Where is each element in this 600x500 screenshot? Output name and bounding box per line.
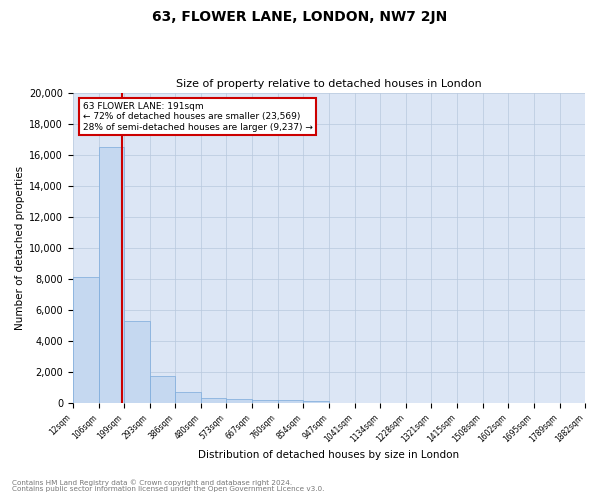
Text: 63 FLOWER LANE: 191sqm
← 72% of detached houses are smaller (23,569)
28% of semi: 63 FLOWER LANE: 191sqm ← 72% of detached… [83, 102, 313, 132]
Bar [278, 400, 304, 403]
Bar [98, 147, 124, 403]
Bar [201, 398, 226, 403]
X-axis label: Distribution of detached houses by size in London: Distribution of detached houses by size … [199, 450, 460, 460]
Text: Contains HM Land Registry data © Crown copyright and database right 2024.
Contai: Contains HM Land Registry data © Crown c… [12, 479, 325, 492]
Text: 63, FLOWER LANE, LONDON, NW7 2JN: 63, FLOWER LANE, LONDON, NW7 2JN [152, 10, 448, 24]
Bar [175, 392, 201, 403]
Bar [304, 401, 329, 403]
Bar [73, 278, 98, 403]
Bar [252, 400, 278, 403]
Bar [226, 400, 252, 403]
Bar [150, 376, 175, 403]
Bar [124, 321, 150, 403]
Y-axis label: Number of detached properties: Number of detached properties [15, 166, 25, 330]
Title: Size of property relative to detached houses in London: Size of property relative to detached ho… [176, 79, 482, 89]
